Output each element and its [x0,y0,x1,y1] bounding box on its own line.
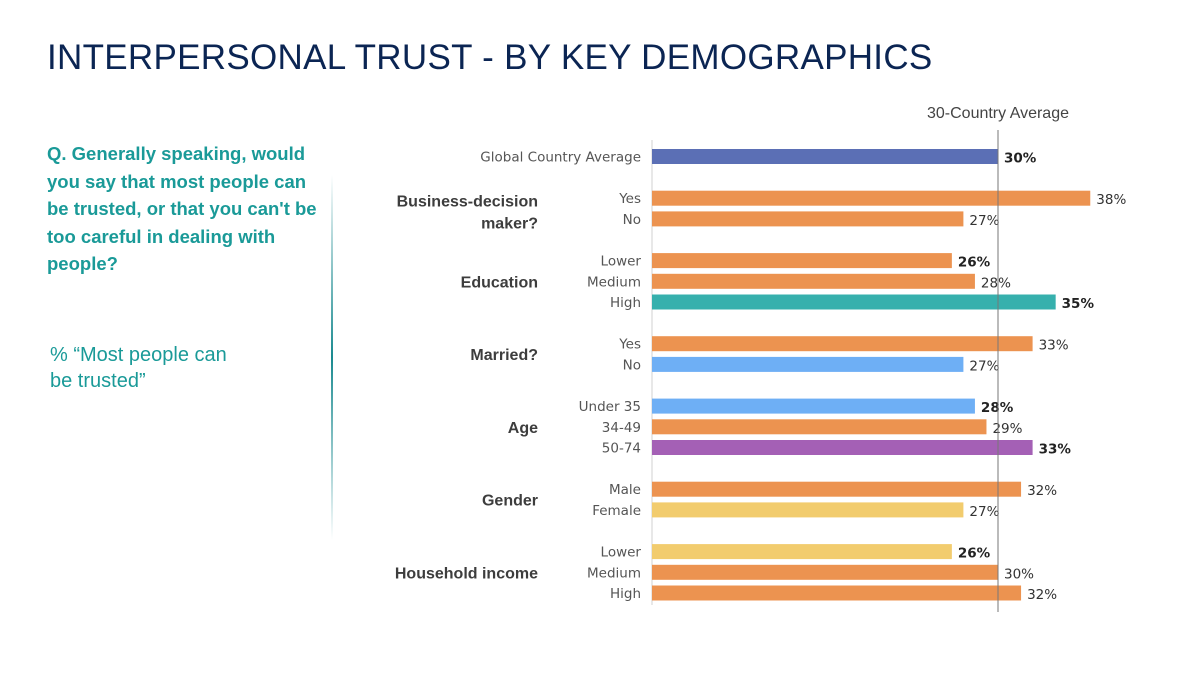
survey-question: Q. Generally speaking, would you say tha… [47,143,317,274]
page-title: INTERPERSONAL TRUST - BY KEY DEMOGRAPHIC… [47,38,933,77]
value-label: 30% [1004,151,1037,167]
value-label: 35% [1062,296,1095,312]
group-label: Age [508,420,538,437]
category-label: Under 35 [579,399,641,415]
bar [652,440,1033,455]
bar [652,356,964,372]
reference-line-label: 30-Country Average [927,105,1069,122]
bar [652,211,964,227]
bar [652,481,1022,497]
value-label: 32% [1027,483,1057,499]
value-label: 27% [969,504,999,520]
value-label: 26% [958,255,991,271]
bar [652,502,964,518]
group-label: Business-decision maker? [397,194,538,233]
value-label: 30% [1004,566,1034,582]
category-label: Medium [587,274,641,290]
category-label: No [623,357,641,373]
bar [652,253,952,269]
category-label: Male [609,482,641,498]
value-label: 38% [1096,192,1126,208]
category-label: Global Country Average [480,150,641,166]
value-label: 27% [969,358,999,374]
bar [652,273,975,289]
bar [652,149,998,164]
value-label: 26% [958,546,991,562]
category-label: Female [592,503,641,519]
group-label: Education [461,274,538,291]
group-label: Household income [395,565,538,582]
group-label: Married? [470,347,538,364]
category-label: Lower [601,254,642,270]
bar [652,336,1033,352]
group-label: Gender [482,493,538,510]
bar [652,398,975,414]
category-label: 34-49 [602,420,641,436]
bar [652,585,1022,601]
bar [652,294,1056,310]
bar [652,419,987,435]
value-label: 28% [981,400,1014,416]
value-label: 28% [981,275,1011,291]
vertical-divider [331,175,333,540]
category-label: Lower [601,545,642,561]
category-label: High [610,295,641,311]
value-label: 33% [1039,442,1072,458]
value-label: 32% [1027,587,1057,603]
category-label: 50-74 [602,441,641,457]
category-label: Yes [618,337,641,353]
value-label: 33% [1039,338,1069,354]
category-label: No [623,212,641,228]
value-label: 27% [969,213,999,229]
measure-note: % “Most people can be trusted” [50,344,227,392]
category-label: Yes [618,191,641,207]
value-label: 29% [992,421,1022,437]
category-label: Medium [587,565,641,581]
category-label: High [610,586,641,602]
bar [652,190,1091,206]
bar [652,544,952,560]
bar [652,564,998,580]
